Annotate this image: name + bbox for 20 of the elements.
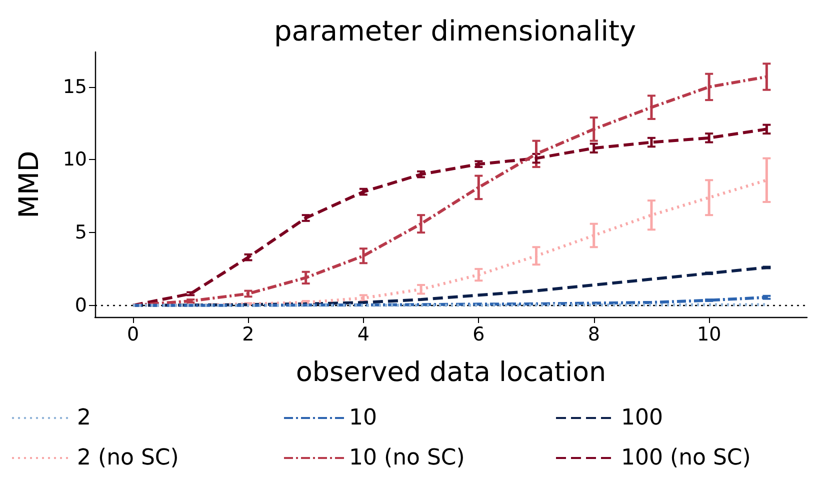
chart-title: parameter dimensionality [274,14,636,48]
x-tick-label: 2 [242,324,254,346]
x-tick-label: 10 [696,324,722,346]
legend-label: 100 [621,406,663,430]
y-tick-label: 15 [62,76,87,98]
legend-label: 10 [349,406,377,430]
x-tick-label: 6 [472,324,485,346]
x-axis-title: observed data location [296,357,606,388]
legend-label: 2 (no SC) [77,446,179,470]
x-tick-label: 8 [588,324,600,346]
x-tick-label: 4 [357,324,370,346]
x-tick-label: 0 [126,324,140,346]
legend-label: 100 (no SC) [621,446,751,470]
y-axis-title: MMD [14,150,45,218]
y-tick-label: 5 [74,222,87,244]
y-tick-label: 10 [62,148,87,171]
y-tick-label: 0 [74,294,87,316]
legend-label: 10 (no SC) [349,446,465,470]
line-series [132,128,768,307]
legend-label: 2 [77,406,91,430]
